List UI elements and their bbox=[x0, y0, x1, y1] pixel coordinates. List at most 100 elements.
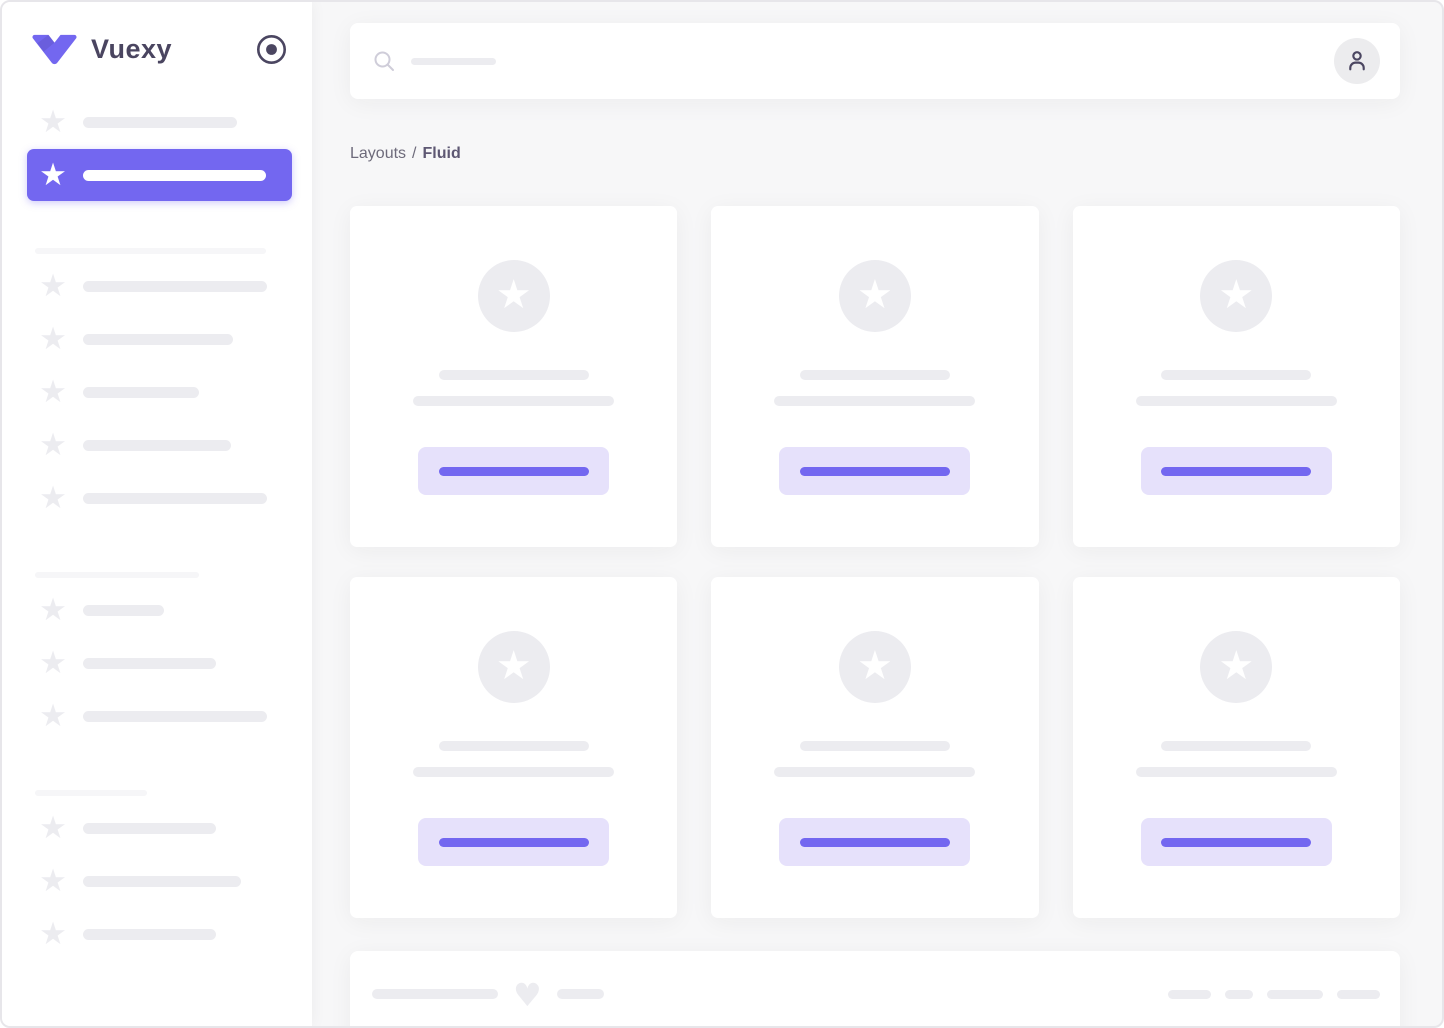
menu-label-placeholder bbox=[83, 876, 241, 887]
sidebar-item[interactable]: ★ bbox=[2, 313, 312, 366]
star-icon: ★ bbox=[39, 645, 67, 681]
subtitle-placeholder bbox=[413, 767, 615, 777]
subtitle-placeholder bbox=[774, 767, 976, 777]
button-label-placeholder bbox=[438, 837, 589, 847]
menu-label-placeholder bbox=[83, 711, 267, 722]
user-avatar[interactable] bbox=[1334, 38, 1380, 84]
sidebar-item[interactable]: ★ bbox=[2, 855, 312, 908]
footer-link-placeholder-4 bbox=[1337, 989, 1380, 999]
button-label-placeholder bbox=[1161, 837, 1312, 847]
button-label-placeholder bbox=[799, 466, 950, 476]
breadcrumb: Layouts / Fluid bbox=[350, 145, 1400, 163]
footer-link-placeholder-2 bbox=[1225, 989, 1253, 999]
menu-label-placeholder bbox=[83, 605, 164, 616]
star-icon: ★ bbox=[39, 427, 67, 463]
star-icon: ★ bbox=[39, 810, 67, 846]
footer-link-placeholder-3 bbox=[1267, 989, 1323, 999]
sidebar-section-divider bbox=[35, 790, 147, 796]
title-placeholder bbox=[438, 741, 589, 751]
breadcrumb-section[interactable]: Layouts bbox=[350, 145, 407, 162]
footer-row: ♥ bbox=[372, 976, 1380, 1014]
subtitle-placeholder bbox=[1135, 767, 1337, 777]
image-placeholder-circle: ★ bbox=[838, 631, 911, 703]
star-icon: ★ bbox=[857, 272, 893, 318]
sidebar-item[interactable]: ★ bbox=[2, 802, 312, 855]
sidebar-item[interactable]: ★ bbox=[2, 366, 312, 419]
search-icon bbox=[372, 49, 396, 73]
footer-text-placeholder-2 bbox=[556, 989, 604, 999]
menu-label-placeholder bbox=[83, 281, 267, 292]
heart-icon: ♥ bbox=[513, 976, 542, 1014]
sidebar-section-divider bbox=[35, 572, 199, 578]
button-placeholder[interactable] bbox=[1140, 447, 1332, 495]
sidebar: Vuexy ★ ★ ★ ★ ★ ★ ★ ★ ★ ★ ★ ★ ★ bbox=[2, 2, 312, 1026]
star-icon: ★ bbox=[39, 321, 67, 357]
sidebar-item[interactable]: ★ bbox=[2, 419, 312, 472]
star-icon: ★ bbox=[39, 592, 67, 628]
card-grid: ★ ★ ★ ★ ★ ★ bbox=[350, 206, 1400, 918]
sidebar-item[interactable]: ★ bbox=[2, 260, 312, 313]
main-content: Layouts / Fluid ★ ★ ★ ★ ★ ★ ♥ bbox=[312, 2, 1442, 1026]
skeleton-card: ★ bbox=[1072, 206, 1400, 547]
sidebar-item[interactable]: ★ bbox=[2, 584, 312, 637]
star-icon: ★ bbox=[39, 268, 67, 304]
skeleton-card: ★ bbox=[350, 206, 678, 547]
sidebar-section-divider bbox=[35, 248, 266, 254]
footer-text-placeholder-1 bbox=[372, 989, 498, 999]
brand-link[interactable]: Vuexy bbox=[32, 34, 172, 65]
menu-label-placeholder bbox=[83, 493, 267, 504]
menu-label-placeholder bbox=[83, 440, 231, 451]
search-placeholder-bar bbox=[411, 57, 496, 65]
button-placeholder[interactable] bbox=[418, 447, 610, 495]
search-input[interactable] bbox=[372, 49, 1334, 73]
skeleton-card: ★ bbox=[1072, 577, 1400, 918]
image-placeholder-circle: ★ bbox=[1200, 260, 1273, 332]
image-placeholder-circle: ★ bbox=[477, 631, 550, 703]
sidebar-item[interactable]: ★ bbox=[2, 908, 312, 961]
breadcrumb-separator: / bbox=[412, 145, 417, 162]
button-label-placeholder bbox=[1161, 466, 1312, 476]
subtitle-placeholder bbox=[413, 396, 615, 406]
top-navbar bbox=[350, 23, 1400, 99]
sidebar-pin-toggle[interactable] bbox=[255, 33, 288, 66]
vuexy-logo-icon bbox=[32, 34, 77, 65]
button-placeholder[interactable] bbox=[779, 447, 971, 495]
star-icon: ★ bbox=[39, 698, 67, 734]
sidebar-item-active[interactable]: ★ bbox=[27, 149, 292, 201]
menu-label-placeholder bbox=[83, 387, 199, 398]
star-icon: ★ bbox=[39, 374, 67, 410]
sidebar-item[interactable]: ★ bbox=[2, 96, 312, 149]
menu-label-placeholder bbox=[83, 823, 216, 834]
sidebar-item[interactable]: ★ bbox=[2, 690, 312, 743]
button-placeholder[interactable] bbox=[1140, 818, 1332, 866]
image-placeholder-circle: ★ bbox=[838, 260, 911, 332]
star-icon: ★ bbox=[39, 480, 67, 516]
title-placeholder bbox=[438, 370, 589, 380]
star-icon: ★ bbox=[1218, 272, 1255, 318]
star-icon: ★ bbox=[495, 643, 532, 689]
breadcrumb-current-page: Fluid bbox=[422, 145, 461, 162]
subtitle-placeholder bbox=[1135, 396, 1337, 406]
image-placeholder-circle: ★ bbox=[477, 260, 550, 332]
button-placeholder[interactable] bbox=[418, 818, 610, 866]
title-placeholder bbox=[1161, 741, 1312, 751]
skeleton-card: ★ bbox=[711, 577, 1039, 918]
footer: ♥ bbox=[350, 951, 1400, 1026]
subtitle-placeholder bbox=[774, 396, 976, 406]
skeleton-card: ★ bbox=[711, 206, 1039, 547]
star-icon: ★ bbox=[495, 272, 532, 318]
button-placeholder[interactable] bbox=[779, 818, 971, 866]
title-placeholder bbox=[799, 741, 950, 751]
title-placeholder bbox=[799, 370, 950, 380]
menu-label-placeholder bbox=[83, 929, 216, 940]
title-placeholder bbox=[1161, 370, 1312, 380]
footer-links-placeholder bbox=[1168, 989, 1380, 999]
skeleton-card: ★ bbox=[350, 577, 678, 918]
button-label-placeholder bbox=[799, 837, 950, 847]
sidebar-item[interactable]: ★ bbox=[2, 637, 312, 690]
radio-dot-icon bbox=[255, 33, 288, 66]
menu-label-placeholder bbox=[83, 658, 216, 669]
menu-label-placeholder bbox=[83, 334, 233, 345]
sidebar-item[interactable]: ★ bbox=[2, 472, 312, 525]
